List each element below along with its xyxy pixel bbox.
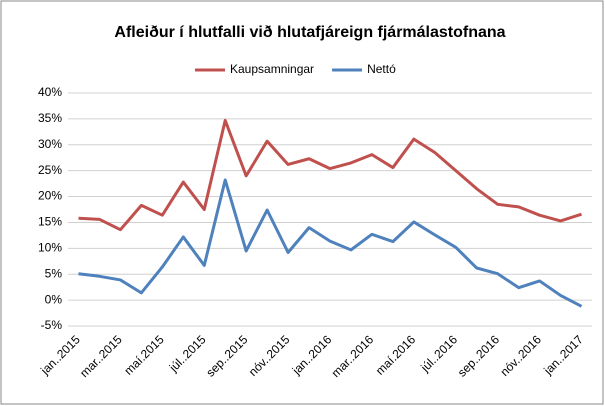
y-tick-label: 15% — [38, 215, 62, 229]
y-tick-label: 25% — [38, 163, 62, 177]
y-tick-label: 5% — [45, 266, 63, 280]
y-tick-label: 0% — [45, 292, 63, 306]
y-tick-label: 35% — [38, 111, 62, 125]
line-series — [78, 178, 583, 308]
y-tick-label: 40% — [38, 85, 62, 99]
y-tick-label: -5% — [41, 318, 63, 332]
y-tick-label: 30% — [38, 137, 62, 151]
legend-label: Nettó — [367, 62, 396, 76]
chart-title: Afleiður í hlutfalli við hlutafjáreign f… — [114, 24, 505, 41]
legend-label: Kaupsamningar — [230, 62, 314, 76]
line-series — [78, 118, 582, 232]
y-tick-label: 10% — [38, 241, 62, 255]
y-tick-label: 20% — [38, 189, 62, 203]
